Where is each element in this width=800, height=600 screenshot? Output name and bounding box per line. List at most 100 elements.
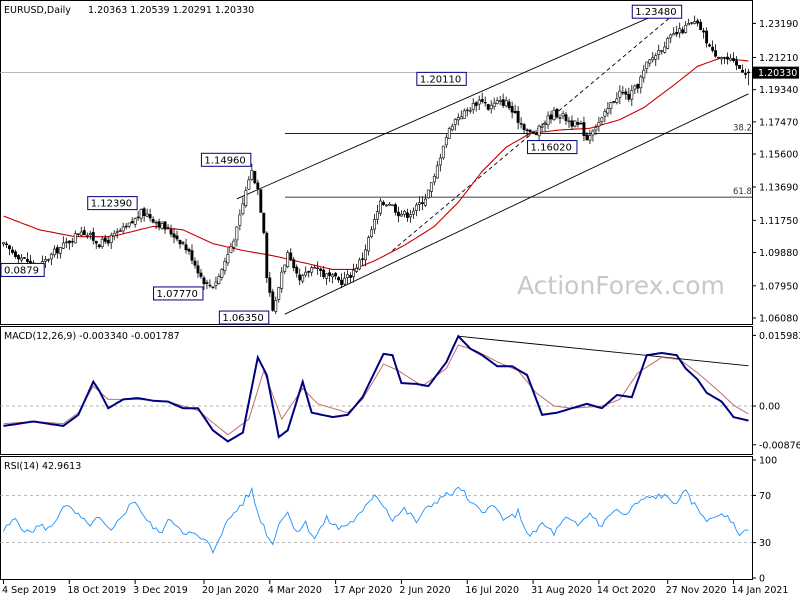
candle-body [103,237,107,242]
candle-body [94,240,98,244]
chart-title: EURUSD,Daily [4,5,71,16]
candle-body [630,90,634,100]
candle [747,69,750,86]
candle-body [307,271,311,273]
candle-body [61,242,65,249]
candle-body [528,129,532,133]
candle [447,126,451,139]
candle-body [259,189,263,213]
candle [648,59,652,67]
candle [483,96,487,107]
candle-body [241,203,245,214]
candle [64,237,68,249]
candle-body [127,222,131,227]
candle-body [564,114,568,121]
macd-trend-line [458,335,749,367]
candle-body [699,21,703,30]
candle [711,40,715,53]
price-tick-label: 1.07950 [759,281,798,292]
candle-body [459,116,463,120]
candle [498,95,502,105]
candle [232,238,236,252]
candle-body [20,257,23,261]
candle [310,265,314,277]
candle [618,85,622,105]
candle [438,153,442,172]
candle [97,243,101,249]
candle [190,244,194,265]
candle-body [474,102,478,106]
candle [358,257,361,271]
candle-body [115,231,119,233]
candle-body [657,50,661,55]
candle-body [76,233,80,235]
candle [394,202,397,216]
macd-panel: MACD(12,26,9) -0.003340 -0.001787 [0,326,753,455]
candle [684,21,688,34]
candle [151,216,155,224]
candle-body [708,44,712,47]
candle [49,252,53,266]
candle-body [642,69,646,79]
candle-body [612,101,616,103]
candle [349,272,353,283]
candle [705,27,709,48]
candle [642,64,646,83]
callout-box [527,140,578,155]
candle-body [397,211,400,217]
fib-level-label: 61.8 [733,187,752,197]
candle [283,264,287,275]
time-tick-label: 14 Jan 2021 [732,585,789,596]
candle-body [456,117,460,121]
candle-body [364,249,367,261]
candle [588,129,592,145]
candle-body [232,240,236,248]
candle-body [609,102,613,109]
candle [669,33,673,44]
candle [160,220,164,230]
candle [391,204,394,207]
candle [399,210,403,217]
candle-body [151,219,155,223]
candle-body [735,60,738,66]
rsi-series [3,486,749,555]
candle [432,173,436,186]
candle [250,163,254,181]
candle-body [558,117,562,119]
candle-body [43,259,47,262]
candle [385,204,388,207]
candle [5,241,8,249]
candle-body [717,56,721,59]
candle [181,240,185,246]
trend-line-channel-lower [284,93,749,315]
price-callout: 1.14960 [200,152,252,167]
candle-body [732,58,735,61]
candle [420,196,424,211]
candle-body [408,214,412,218]
candle-body [283,264,287,272]
price-panel: ActionForex.com 38.2 61.8 0.0879 1.12390 1.… [0,0,753,325]
candle [417,196,421,212]
macd-trend-line [458,335,749,367]
candle [256,179,260,196]
candle [657,44,661,60]
candle [603,108,607,123]
candle-body [705,30,709,44]
candle [271,288,275,312]
candle [633,84,637,94]
callout-label: 1.14960 [204,155,245,166]
candle [474,101,478,112]
candle-body [286,252,290,267]
price-callout: 1.07770 [153,286,204,301]
candle [699,19,703,31]
candle-body [585,134,589,141]
candle [280,267,284,293]
candle-body [411,210,415,215]
candle-body [465,109,469,112]
candle-body [64,241,68,244]
candle-body [205,282,209,284]
candle [139,208,143,223]
candle-body [525,129,529,131]
candle [193,257,197,269]
candle-body [196,265,200,274]
